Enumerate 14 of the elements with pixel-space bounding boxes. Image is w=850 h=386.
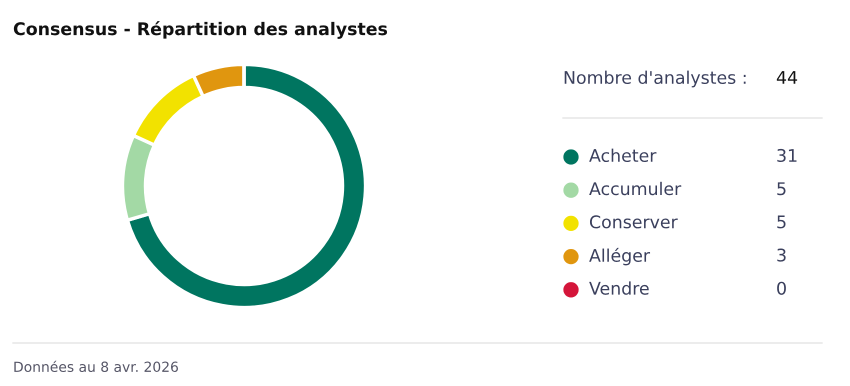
legend-label: Acheter bbox=[589, 148, 656, 162]
data-label: 31 bbox=[777, 148, 796, 162]
text: 0 bbox=[777, 282, 786, 295]
text: Données au 8 avr. 2026 bbox=[14, 360, 178, 372]
legend-label: Accumuler bbox=[589, 182, 682, 196]
text: 44 bbox=[776, 71, 798, 84]
data-label: 3 bbox=[777, 248, 786, 262]
legend-label: Vendre bbox=[589, 281, 649, 295]
chart-title: Consensus - Répartition des analystes bbox=[14, 21, 388, 39]
text: Nombre d'analystes : bbox=[564, 70, 746, 88]
data-label: 5 bbox=[777, 216, 786, 228]
data-label: 5 bbox=[777, 182, 786, 196]
legend-label: Conserver bbox=[590, 215, 678, 228]
legend-label: Alléger bbox=[589, 248, 650, 266]
